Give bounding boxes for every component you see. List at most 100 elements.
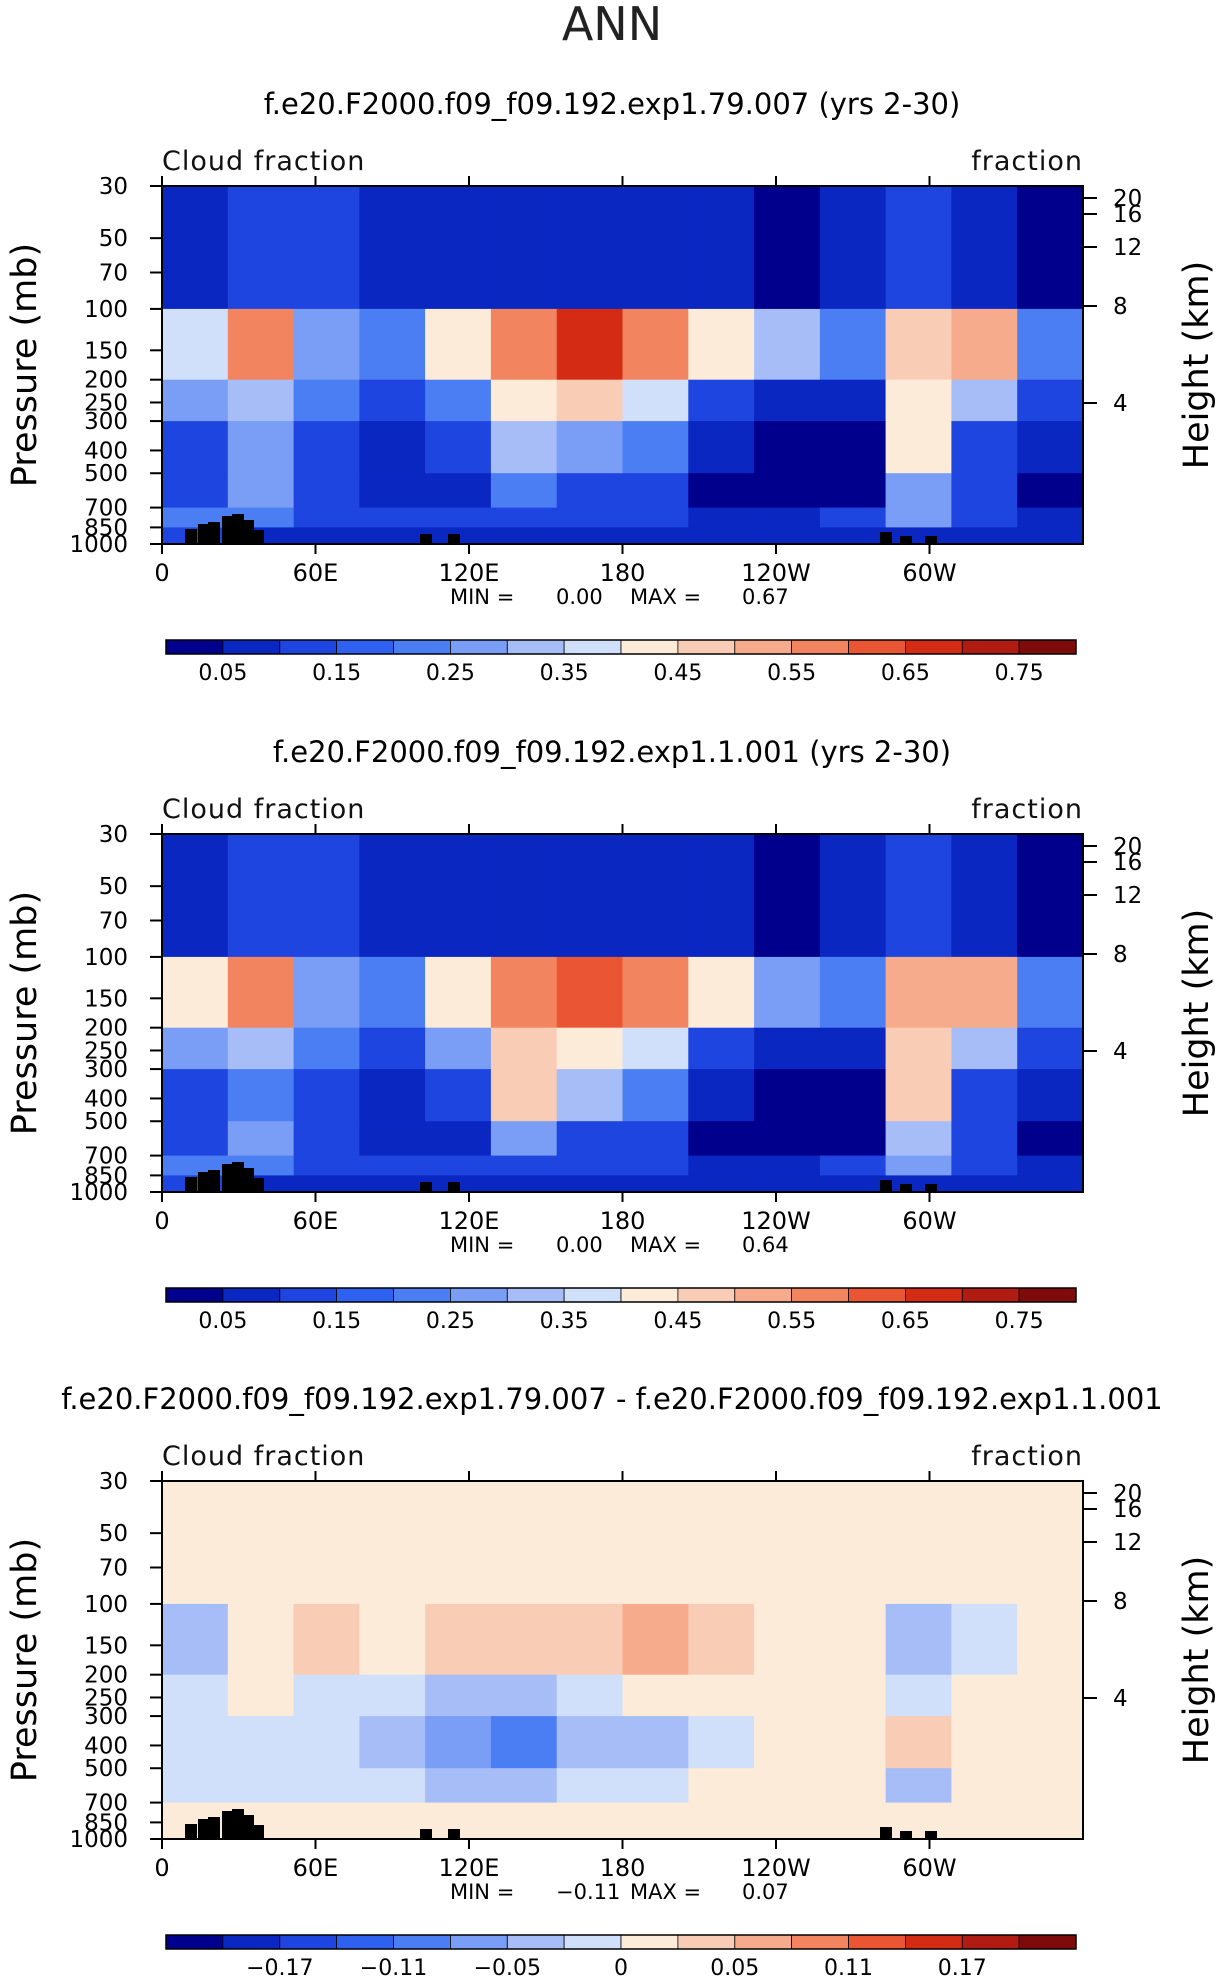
heatmap-cell — [490, 1027, 558, 1070]
colorbar-swatch — [222, 1287, 281, 1303]
heatmap-cell — [556, 308, 624, 381]
y-tick-label: 200 — [84, 1016, 128, 1042]
y-tick-label: 500 — [84, 1756, 128, 1782]
heatmap-cell — [162, 473, 229, 509]
heatmap-cell — [490, 308, 558, 381]
heatmap-cell — [162, 1716, 229, 1769]
y-tick-label: 400 — [84, 438, 128, 464]
heatmap-cell — [819, 308, 887, 381]
heatmap-cell — [425, 1674, 492, 1717]
terrain-block — [208, 1170, 220, 1192]
terrain-block — [242, 1815, 254, 1839]
left-label: Cloud fraction — [162, 1441, 365, 1472]
heatmap-cell — [227, 1674, 295, 1717]
heatmap-cell — [490, 1603, 558, 1676]
heatmap-cell — [162, 1768, 229, 1804]
heatmap-cell — [490, 379, 558, 422]
y-right-tick-label: 12 — [1113, 883, 1142, 909]
colorbar-label: 0.15 — [312, 661, 361, 686]
heatmap-cell — [425, 1069, 492, 1122]
heatmap-cell — [359, 308, 426, 381]
y-right-axis-title: Height (km) — [1177, 261, 1217, 470]
heatmap-cell — [688, 1175, 755, 1193]
heatmap-cell — [951, 956, 1018, 1029]
heatmap-cell — [162, 421, 229, 474]
x-tick-label: 180 — [600, 1854, 646, 1882]
colorbar-swatch — [222, 1934, 281, 1950]
heatmap-cell — [1017, 421, 1084, 474]
heatmap-cell — [885, 1822, 952, 1840]
heatmap-cell — [819, 1674, 887, 1717]
terrain-block — [252, 1178, 264, 1192]
heatmap-cell — [490, 834, 558, 958]
heatmap-cell — [1017, 1802, 1084, 1823]
x-tick-label: 60E — [293, 1854, 339, 1882]
y-tick-label: 250 — [84, 390, 128, 416]
left-label: Cloud fraction — [162, 794, 365, 825]
terrain-block — [242, 1168, 254, 1192]
heatmap-cell — [227, 1481, 295, 1605]
heatmap-cell — [162, 186, 229, 310]
y-tick-label: 100 — [84, 1592, 128, 1618]
heatmap-cell — [490, 507, 558, 528]
heatmap-cell — [556, 421, 624, 474]
heatmap-cell — [885, 1716, 952, 1769]
y-tick-label: 500 — [84, 1109, 128, 1135]
heatmap-cell — [359, 956, 426, 1029]
heatmap-cell — [1017, 1674, 1084, 1717]
heatmap-cell — [490, 1802, 558, 1823]
heatmap-cell — [293, 1822, 360, 1840]
heatmap-cell — [622, 186, 689, 310]
terrain-block — [420, 1182, 432, 1192]
heatmap-cell — [885, 1603, 952, 1676]
heatmap-cell — [819, 1768, 887, 1804]
heatmap-cell — [490, 1481, 558, 1605]
heatmap-cells — [162, 186, 1084, 545]
colorbar: 0.05 0.15 0.25 0.35 0.45 0.55 0.65 0.75 — [165, 639, 1077, 686]
heatmap-cell — [293, 1155, 360, 1176]
heatmap-cell — [162, 1674, 229, 1717]
colorbar-swatch — [449, 1934, 508, 1950]
max-label: MAX = — [630, 1233, 701, 1257]
colorbar-label: 0.25 — [426, 1309, 475, 1334]
heatmap-cell — [622, 1768, 689, 1804]
heatmap-cell — [227, 308, 295, 381]
x-tick-label: 60W — [902, 1207, 956, 1235]
heatmap-cell — [293, 1175, 360, 1193]
y-tick-label: 850 — [84, 1810, 128, 1836]
terrain-block — [208, 1817, 220, 1839]
heatmap-cell — [885, 1027, 952, 1070]
heatmap-cell — [490, 473, 558, 509]
heatmap-cell — [227, 1716, 295, 1769]
heatmap-cell — [885, 1121, 952, 1157]
colorbar: 0.05 0.15 0.25 0.35 0.45 0.55 0.65 0.75 — [165, 1287, 1077, 1334]
y-tick-label: 150 — [84, 986, 128, 1012]
colorbar-swatch — [279, 1934, 338, 1950]
heatmap-cell — [688, 527, 755, 545]
heatmap-cell — [293, 1121, 360, 1157]
heatmap-cell — [359, 1802, 426, 1823]
y-tick-label: 30 — [99, 1469, 128, 1495]
y-tick-label: 850 — [84, 515, 128, 541]
heatmap-cell — [885, 1674, 952, 1717]
heatmap-cell — [951, 186, 1018, 310]
heatmap-cell — [1017, 186, 1084, 310]
heatmap-cell — [556, 834, 624, 958]
colorbar-frame — [165, 1934, 1077, 1950]
heatmap-cell — [1017, 1822, 1084, 1840]
heatmap-cell — [1017, 1027, 1084, 1070]
colorbar-label: 0.35 — [540, 661, 589, 686]
heatmap-cell — [425, 308, 492, 381]
heatmap-cell — [688, 1603, 755, 1676]
x-tick-label: 180 — [600, 559, 646, 587]
heatmap-cell — [359, 527, 426, 545]
colorbar-swatch — [848, 1287, 906, 1303]
y-tick-label: 50 — [99, 874, 128, 900]
x-tick-label: 120E — [439, 559, 500, 587]
max-value: 0.64 — [742, 1233, 789, 1257]
heatmap-cell — [622, 1603, 689, 1676]
heatmap-cell — [556, 473, 624, 509]
y-tick-label: 250 — [84, 1038, 128, 1064]
heatmap-cell — [951, 379, 1018, 422]
colorbar-swatch — [336, 1934, 394, 1950]
